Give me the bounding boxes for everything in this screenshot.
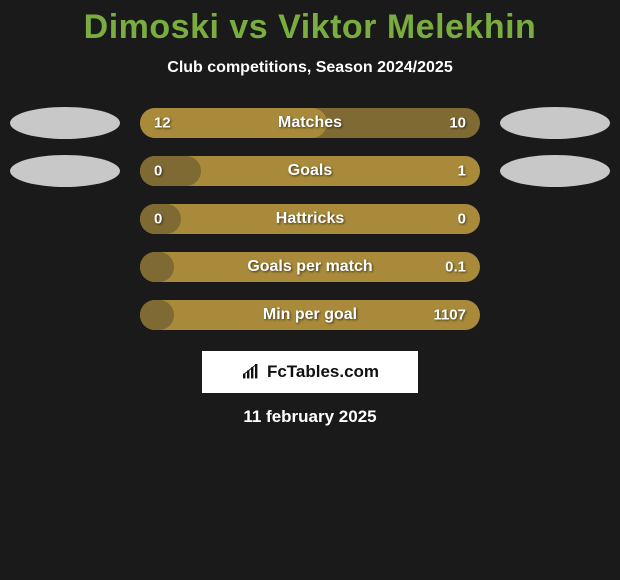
stat-bar: 12 10 Matches — [140, 108, 480, 138]
logo-text: FcTables.com — [267, 362, 379, 382]
stat-label: Min per goal — [263, 306, 357, 324]
stat-row: 0 0 Hattricks — [0, 203, 620, 235]
page-title: Dimoski vs Viktor Melekhin — [0, 8, 620, 47]
stat-label: Goals — [288, 162, 332, 180]
bar-fill — [140, 300, 174, 330]
stat-rows: 12 10 Matches 0 1 Goals 0 0 Hattricks 0.1 Goals pe… — [0, 107, 620, 331]
stat-value-right: 0.1 — [445, 259, 466, 276]
player-ellipse-right — [500, 155, 610, 187]
stat-row: 0 1 Goals — [0, 155, 620, 187]
stat-label: Goals per match — [247, 258, 372, 276]
stat-value-right: 0 — [458, 211, 466, 228]
stat-bar: 1107 Min per goal — [140, 300, 480, 330]
stat-value-right: 1107 — [433, 307, 466, 324]
stat-value-right: 10 — [449, 115, 466, 132]
player-ellipse-right — [500, 107, 610, 139]
bar-fill — [140, 252, 174, 282]
stat-label: Hattricks — [276, 210, 344, 228]
stat-value-right: 1 — [458, 163, 466, 180]
stat-row: 0.1 Goals per match — [0, 251, 620, 283]
bar-fill — [140, 156, 201, 186]
stat-value-left: 12 — [154, 115, 171, 132]
stat-bar: 0 1 Goals — [140, 156, 480, 186]
stat-bar: 0 0 Hattricks — [140, 204, 480, 234]
date-label: 11 february 2025 — [0, 407, 620, 427]
source-logo: FcTables.com — [202, 351, 418, 393]
chart-bars-icon — [241, 364, 261, 380]
stat-bar: 0.1 Goals per match — [140, 252, 480, 282]
player-ellipse-left — [10, 107, 120, 139]
stat-row: 1107 Min per goal — [0, 299, 620, 331]
stat-row: 12 10 Matches — [0, 107, 620, 139]
comparison-infographic: Dimoski vs Viktor Melekhin Club competit… — [0, 0, 620, 427]
stat-value-left: 0 — [154, 211, 162, 228]
page-subtitle: Club competitions, Season 2024/2025 — [0, 59, 620, 77]
player-ellipse-left — [10, 155, 120, 187]
stat-value-left: 0 — [154, 163, 162, 180]
stat-label: Matches — [278, 114, 342, 132]
